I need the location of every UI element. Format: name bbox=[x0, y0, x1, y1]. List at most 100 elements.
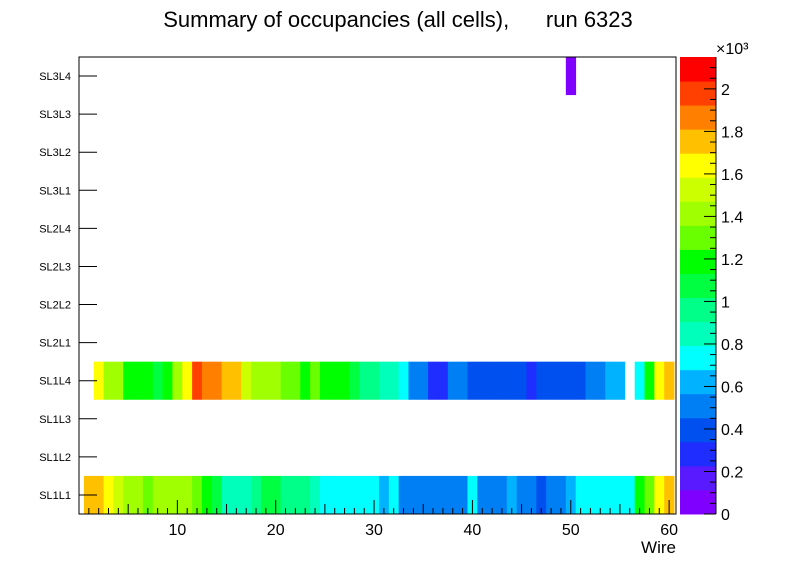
color-scale-segment bbox=[680, 81, 716, 106]
heatmap-cell bbox=[329, 475, 341, 514]
heatmap-cell bbox=[359, 361, 370, 400]
color-scale-segment bbox=[680, 249, 716, 274]
heatmap-cell bbox=[280, 361, 291, 400]
heatmap-cell bbox=[497, 475, 508, 514]
color-scale-tick-label: 1.6 bbox=[721, 167, 743, 184]
color-scale-segment bbox=[680, 57, 716, 82]
y-tick-label: SL1L2 bbox=[39, 452, 71, 464]
heatmap-cell bbox=[211, 475, 223, 514]
heatmap-cell bbox=[251, 361, 262, 400]
heatmap-cell bbox=[113, 475, 124, 514]
heatmap-cell bbox=[300, 475, 311, 514]
heatmap-cell bbox=[615, 475, 626, 514]
heatmap-cell bbox=[536, 361, 547, 400]
heatmap-cell bbox=[133, 361, 144, 400]
color-scale-segment bbox=[680, 345, 716, 371]
heatmap-cell bbox=[565, 475, 577, 514]
color-scale-tick-label: 0.6 bbox=[721, 379, 743, 396]
y-axis: SL1L1 SL1L2 SL1L3 SL1L4 SL2L1 SL2L2 SL2L3 SL2L4… bbox=[39, 71, 97, 502]
heatmap-cell bbox=[251, 475, 262, 514]
y-tick-label: SL3L1 bbox=[39, 185, 71, 197]
heatmap-cell bbox=[319, 475, 331, 514]
color-scale-axis: 0 0.2 0.4 0.6 0.8 1 1.2 1.4 1.6 1.8 2 bbox=[704, 57, 743, 524]
heatmap-cell bbox=[113, 361, 124, 400]
heatmap-cell bbox=[506, 475, 518, 514]
x-axis: 10 20 30 40 50 60 bbox=[88, 500, 678, 539]
heatmap-cell bbox=[605, 361, 616, 400]
heatmap-cell bbox=[339, 361, 350, 400]
color-scale-tick-label: 0.8 bbox=[721, 337, 743, 354]
heatmap-cell bbox=[369, 475, 380, 514]
heatmap-cell bbox=[162, 475, 173, 514]
heatmap-cell bbox=[497, 361, 508, 400]
heatmap-cell bbox=[398, 361, 409, 400]
heatmap-cell bbox=[162, 361, 173, 400]
heatmap-cell bbox=[664, 361, 675, 400]
heatmap-cell bbox=[201, 475, 213, 514]
heatmap-cell bbox=[349, 475, 360, 514]
x-tick-label: 40 bbox=[464, 522, 482, 539]
heatmap-cell bbox=[516, 361, 527, 400]
heatmap-cell bbox=[526, 475, 537, 514]
color-scale-segment bbox=[680, 321, 716, 347]
chart-title: Summary of occupancies (all cells), run … bbox=[163, 7, 633, 32]
x-tick-label: 30 bbox=[365, 522, 383, 539]
heatmap-cell bbox=[329, 361, 341, 400]
heatmap-cell bbox=[457, 475, 468, 514]
heatmap-cell bbox=[556, 361, 567, 400]
heatmap-cell bbox=[103, 475, 114, 514]
heatmap-cell bbox=[310, 475, 321, 514]
heatmap-cell bbox=[192, 361, 203, 400]
heatmap-cell bbox=[152, 361, 163, 400]
heatmap-cell bbox=[182, 361, 193, 400]
y-tick-label: SL1L4 bbox=[39, 376, 71, 388]
heatmap-cell bbox=[172, 361, 183, 400]
heatmap-cell bbox=[93, 475, 104, 514]
heatmap-cell bbox=[388, 475, 400, 514]
color-scale-segment bbox=[680, 489, 716, 515]
heatmap-cell bbox=[378, 361, 390, 400]
heatmap-cell bbox=[536, 475, 547, 514]
heatmap-cell bbox=[615, 361, 626, 400]
y-tick-label: SL2L4 bbox=[39, 223, 71, 235]
heatmap-cell bbox=[192, 475, 203, 514]
heatmap-cell bbox=[447, 475, 459, 514]
heatmap-cell bbox=[644, 475, 655, 514]
heatmap-cell bbox=[290, 361, 301, 400]
heatmap-cell bbox=[595, 475, 606, 514]
heatmap-cell bbox=[565, 57, 577, 96]
heatmap-cell bbox=[447, 361, 459, 400]
heatmap-cell bbox=[467, 361, 478, 400]
heatmap-cell bbox=[526, 361, 537, 400]
heatmap-cell bbox=[654, 361, 665, 400]
color-scale-segment bbox=[680, 105, 716, 130]
x-axis-label: Wire bbox=[641, 538, 676, 557]
heatmap-cell bbox=[595, 361, 606, 400]
heatmap-cell bbox=[241, 475, 252, 514]
heatmap-cells bbox=[83, 57, 675, 514]
heatmap-cell bbox=[556, 475, 567, 514]
heatmap-cell bbox=[172, 475, 183, 514]
color-scale-tick-label: 1.2 bbox=[721, 252, 743, 269]
heatmap-cell bbox=[585, 475, 596, 514]
heatmap-cell bbox=[644, 361, 655, 400]
heatmap-cell bbox=[477, 475, 488, 514]
y-tick-label: SL1L3 bbox=[39, 414, 71, 426]
color-scale-tick-label: 0.4 bbox=[721, 422, 743, 439]
color-scale-segment bbox=[680, 201, 716, 226]
heatmap-cell bbox=[605, 475, 616, 514]
heatmap-cell bbox=[93, 361, 104, 400]
heatmap-cell bbox=[133, 475, 144, 514]
heatmap-cell bbox=[123, 361, 134, 400]
heatmap-cell bbox=[201, 361, 213, 400]
heatmap-cell bbox=[310, 361, 321, 400]
heatmap-cell bbox=[487, 475, 498, 514]
color-scale-segment bbox=[680, 441, 716, 467]
heatmap-cell bbox=[467, 475, 478, 514]
color-scale-tick-label: 0 bbox=[721, 507, 730, 524]
heatmap-cell bbox=[241, 361, 252, 400]
heatmap-cell bbox=[290, 475, 301, 514]
color-scale-tick-label: 0.2 bbox=[721, 464, 743, 481]
x-tick-label: 50 bbox=[562, 522, 580, 539]
